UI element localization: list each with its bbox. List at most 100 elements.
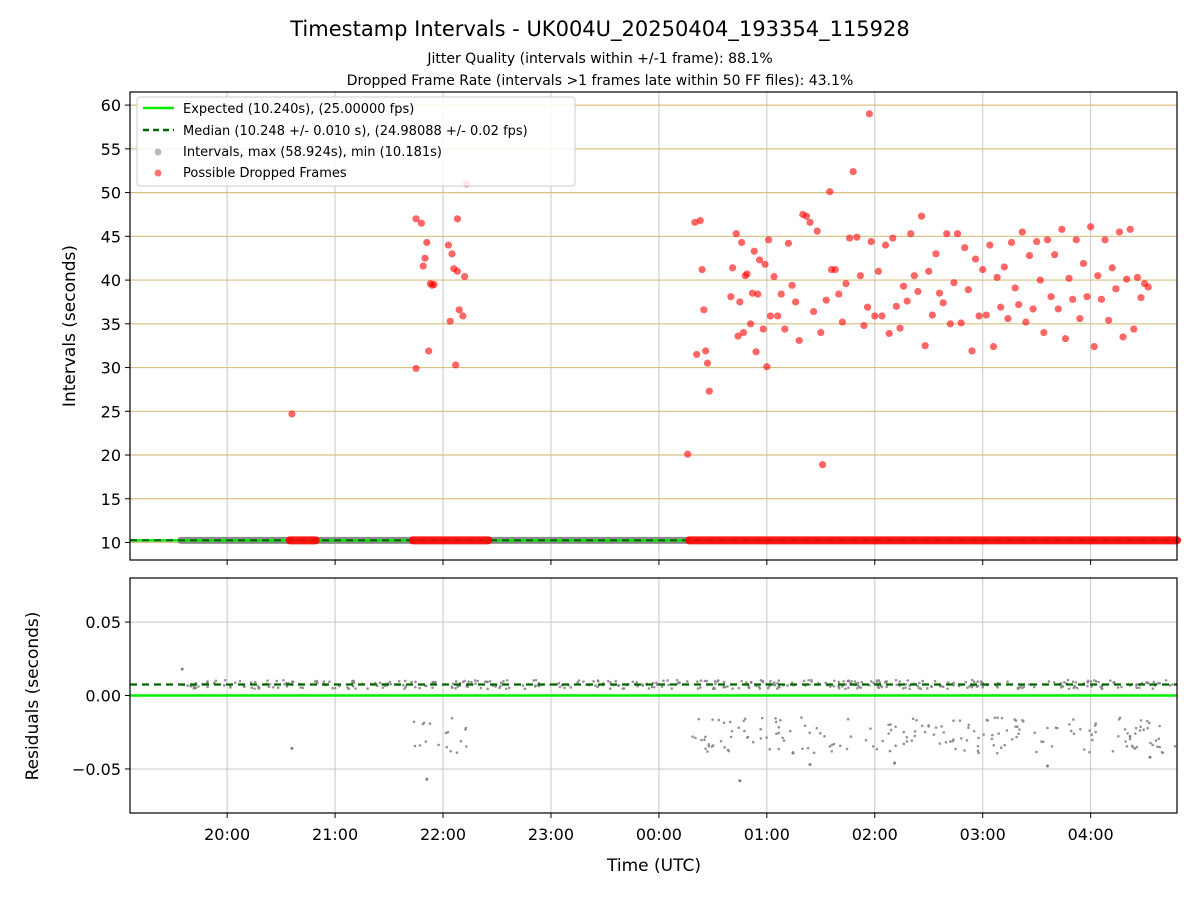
residual-point bbox=[952, 683, 955, 687]
residual-point bbox=[727, 749, 731, 753]
residual-point bbox=[830, 750, 834, 753]
dropped-frame-point bbox=[953, 230, 962, 238]
dropped-frame-point bbox=[705, 387, 713, 395]
residual-point bbox=[1063, 681, 1066, 684]
dropped-frame-point bbox=[774, 312, 782, 320]
dropped-frame-point bbox=[766, 312, 775, 320]
residual-point bbox=[898, 680, 901, 683]
residual-point bbox=[722, 721, 726, 725]
residual-point bbox=[976, 749, 980, 753]
residual-point bbox=[967, 723, 971, 727]
x-tick-label: 00:00 bbox=[636, 825, 682, 844]
residual-point bbox=[635, 681, 638, 684]
residual-point bbox=[285, 685, 289, 688]
residual-point bbox=[1089, 680, 1093, 683]
residual-point bbox=[1094, 730, 1098, 734]
residual-point bbox=[726, 685, 729, 688]
residual-point bbox=[463, 679, 466, 683]
dropped-frame-point bbox=[822, 296, 830, 304]
dropped-frame-point bbox=[964, 286, 972, 294]
dropped-frame-point bbox=[865, 110, 873, 118]
dropped-frame-point bbox=[455, 306, 463, 314]
residual-point bbox=[972, 729, 976, 733]
residual-point bbox=[894, 744, 897, 748]
dropped-frame-point bbox=[1079, 259, 1088, 268]
dropped-frame-point bbox=[874, 267, 882, 275]
dropped-frame-point bbox=[986, 241, 994, 249]
residual-point bbox=[1152, 680, 1156, 684]
dropped-frame-point bbox=[1101, 236, 1109, 244]
dropped-frame-point bbox=[1090, 342, 1098, 351]
residual-point bbox=[662, 679, 665, 683]
residual-point bbox=[388, 680, 392, 684]
residual-point bbox=[1125, 744, 1129, 748]
residual-point bbox=[964, 680, 968, 684]
residual-point bbox=[1139, 719, 1143, 722]
residual-point bbox=[1134, 726, 1138, 730]
residual-point bbox=[1059, 686, 1063, 689]
residual-point bbox=[569, 686, 573, 689]
legend: Expected (10.240s), (25.00000 fps) Media… bbox=[136, 96, 576, 187]
residual-point bbox=[1083, 748, 1086, 751]
residual-point bbox=[1006, 680, 1009, 683]
dropped-frame-point bbox=[957, 319, 965, 327]
residual-point bbox=[1126, 732, 1129, 735]
residual-point bbox=[428, 722, 432, 725]
dropped-frame-point bbox=[1115, 228, 1124, 236]
residual-point bbox=[1076, 686, 1079, 690]
residual-point bbox=[837, 680, 841, 684]
dropped-frame-point bbox=[810, 307, 818, 316]
residual-point bbox=[1138, 729, 1142, 732]
x-axis-label: Time (UTC) bbox=[606, 856, 701, 876]
top-y-tick-label: 20 bbox=[101, 446, 121, 465]
residual-point bbox=[807, 678, 810, 682]
top-plot-frame bbox=[129, 91, 1178, 561]
residual-point bbox=[1168, 684, 1172, 687]
dropped-frame-point bbox=[748, 289, 757, 297]
residual-point bbox=[1158, 724, 1161, 728]
residual-point bbox=[1072, 686, 1076, 690]
residual-point bbox=[397, 680, 401, 683]
residual-point bbox=[965, 739, 969, 742]
residual-point bbox=[1052, 681, 1056, 684]
residual-point bbox=[913, 734, 917, 738]
residual-point bbox=[403, 679, 407, 683]
residual-point bbox=[927, 724, 930, 727]
residual-point bbox=[887, 723, 890, 727]
dropped-frame-point bbox=[1130, 325, 1138, 333]
dropped-frame-point bbox=[461, 272, 469, 281]
dropped-frame-point bbox=[889, 234, 897, 242]
residual-point bbox=[446, 730, 450, 734]
residual-point bbox=[1118, 716, 1122, 720]
residual-point bbox=[1156, 745, 1159, 748]
dropped-frame-point bbox=[1043, 236, 1052, 244]
residual-point bbox=[975, 685, 979, 688]
dropped-frame-point bbox=[734, 332, 742, 340]
residual-point bbox=[1018, 728, 1021, 731]
dropped-frame-point bbox=[795, 336, 803, 345]
residual-point bbox=[577, 679, 581, 682]
dropped-frame-point bbox=[845, 234, 854, 242]
dropped-frame-point bbox=[1087, 223, 1095, 231]
dropped-frame-point bbox=[979, 265, 987, 274]
residual-point bbox=[933, 679, 937, 683]
residual-point bbox=[991, 733, 994, 737]
top-y-tick-label: 15 bbox=[101, 490, 121, 509]
residual-point bbox=[723, 746, 726, 749]
residual-point bbox=[1124, 740, 1127, 743]
dropped-frame-point bbox=[756, 256, 764, 264]
residual-point bbox=[1099, 685, 1102, 689]
residual-point bbox=[563, 686, 566, 690]
x-tick-label: 04:00 bbox=[1068, 825, 1114, 844]
dropped-frame-point bbox=[747, 320, 755, 328]
residual-point bbox=[786, 684, 789, 687]
dropped-frame-point bbox=[892, 302, 900, 310]
dropped-frame-point bbox=[903, 297, 911, 305]
dropped-frame-point bbox=[946, 320, 954, 328]
dropped-frame-point bbox=[448, 250, 456, 258]
residual-point bbox=[594, 684, 597, 687]
residual-point bbox=[271, 685, 275, 689]
legend-intervals-label: Intervals, max (58.924s), min (10.181s) bbox=[183, 145, 442, 160]
dropped-frame-point bbox=[761, 260, 769, 268]
